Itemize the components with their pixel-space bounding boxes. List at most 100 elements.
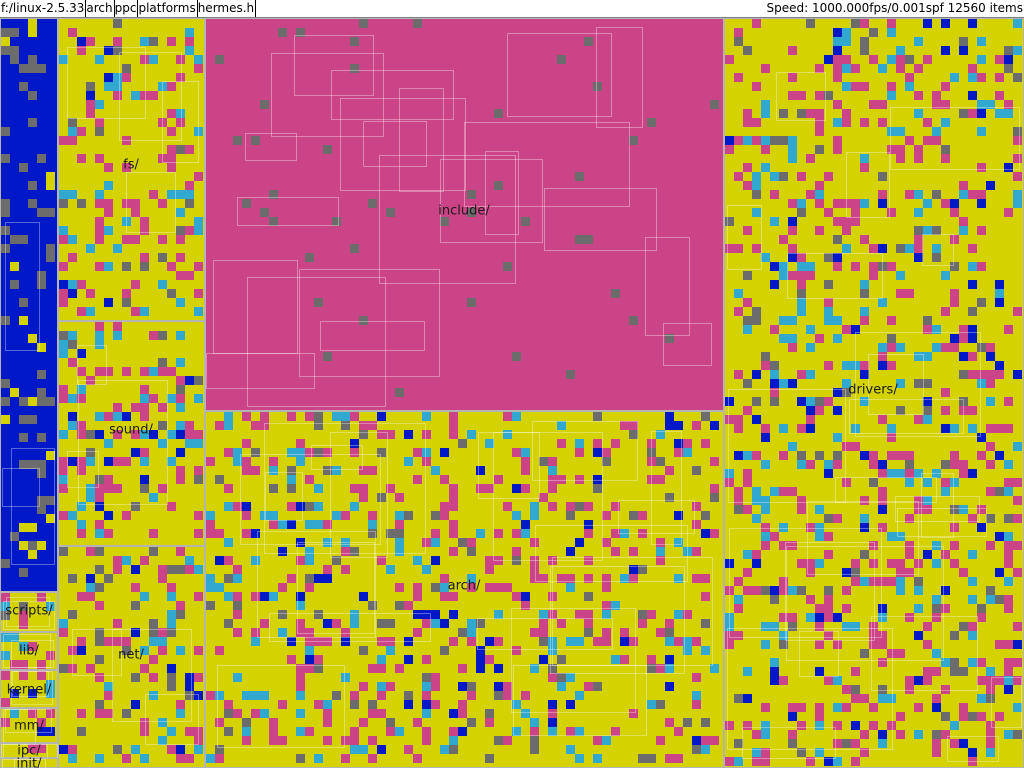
file-cell[interactable]	[842, 442, 851, 451]
file-cell[interactable]	[10, 55, 19, 64]
file-cell[interactable]	[932, 649, 941, 658]
subdirectory-block[interactable]	[297, 542, 375, 634]
subdirectory-block[interactable]	[835, 477, 937, 503]
directory-ipc[interactable]: ipc/	[0, 743, 58, 768]
file-cell[interactable]	[860, 370, 869, 379]
file-cell[interactable]	[86, 592, 95, 601]
file-cell[interactable]	[77, 385, 86, 394]
subdirectory-block[interactable]	[11, 671, 53, 705]
file-cell[interactable]	[860, 577, 869, 586]
file-cell[interactable]	[278, 736, 287, 745]
breadcrumb-file[interactable]: hermes.h	[197, 0, 257, 17]
file-cell[interactable]	[692, 466, 701, 475]
file-cell[interactable]	[467, 298, 476, 307]
file-cell[interactable]	[395, 520, 404, 529]
file-cell[interactable]	[323, 352, 332, 361]
file-cell[interactable]	[824, 298, 833, 307]
file-cell[interactable]	[548, 484, 557, 493]
file-cell[interactable]	[824, 631, 833, 640]
file-cell[interactable]	[59, 298, 68, 307]
file-cell[interactable]	[986, 343, 995, 352]
file-cell[interactable]	[815, 109, 824, 118]
file-cell[interactable]	[377, 745, 386, 754]
file-cell[interactable]	[494, 664, 503, 673]
file-cell[interactable]	[815, 748, 824, 757]
file-cell[interactable]	[896, 406, 905, 415]
file-cell[interactable]	[770, 280, 779, 289]
file-cell[interactable]	[869, 28, 878, 37]
file-cell[interactable]	[842, 622, 851, 631]
file-cell[interactable]	[887, 145, 896, 154]
file-cell[interactable]	[923, 226, 932, 235]
file-cell[interactable]	[887, 127, 896, 136]
file-cell[interactable]	[386, 682, 395, 691]
file-cell[interactable]	[260, 100, 269, 109]
file-cell[interactable]	[176, 700, 185, 709]
file-cell[interactable]	[485, 484, 494, 493]
file-cell[interactable]	[806, 343, 815, 352]
file-cell[interactable]	[404, 601, 413, 610]
file-cell[interactable]	[797, 289, 806, 298]
file-cell[interactable]	[752, 559, 761, 568]
file-cell[interactable]	[878, 604, 887, 613]
file-cell[interactable]	[761, 64, 770, 73]
file-cell[interactable]	[131, 628, 140, 637]
file-cell[interactable]	[467, 619, 476, 628]
file-cell[interactable]	[557, 682, 566, 691]
file-cell[interactable]	[923, 622, 932, 631]
file-cell[interactable]	[314, 421, 323, 430]
file-cell[interactable]	[878, 262, 887, 271]
file-cell[interactable]	[977, 433, 986, 442]
file-cell[interactable]	[923, 496, 932, 505]
file-cell[interactable]	[914, 604, 923, 613]
file-cell[interactable]	[887, 28, 896, 37]
file-cell[interactable]	[1013, 46, 1022, 55]
file-cell[interactable]	[512, 592, 521, 601]
file-cell[interactable]	[815, 622, 824, 631]
file-cell[interactable]	[878, 658, 887, 667]
file-cell[interactable]	[185, 376, 194, 385]
file-cell[interactable]	[932, 559, 941, 568]
file-cell[interactable]	[19, 602, 28, 611]
file-cell[interactable]	[140, 457, 149, 466]
file-cell[interactable]	[206, 529, 215, 538]
file-cell[interactable]	[779, 109, 788, 118]
file-cell[interactable]	[68, 235, 77, 244]
file-cell[interactable]	[167, 727, 176, 736]
file-cell[interactable]	[149, 673, 158, 682]
file-cell[interactable]	[941, 460, 950, 469]
file-cell[interactable]	[377, 637, 386, 646]
file-cell[interactable]	[104, 298, 113, 307]
file-cell[interactable]	[194, 736, 203, 745]
file-cell[interactable]	[368, 754, 377, 763]
file-cell[interactable]	[824, 532, 833, 541]
file-cell[interactable]	[194, 511, 203, 520]
file-cell[interactable]	[1, 127, 10, 136]
file-cell[interactable]	[158, 118, 167, 127]
file-cell[interactable]	[725, 631, 734, 640]
file-cell[interactable]	[113, 73, 122, 82]
file-cell[interactable]	[278, 583, 287, 592]
file-cell[interactable]	[788, 730, 797, 739]
file-cell[interactable]	[368, 664, 377, 673]
file-cell[interactable]	[566, 700, 575, 709]
file-cell[interactable]	[77, 529, 86, 538]
file-cell[interactable]	[932, 703, 941, 712]
file-cell[interactable]	[104, 574, 113, 583]
file-cell[interactable]	[851, 721, 860, 730]
file-cell[interactable]	[647, 664, 656, 673]
file-cell[interactable]	[701, 574, 710, 583]
file-cell[interactable]	[1004, 514, 1013, 523]
file-cell[interactable]	[710, 421, 719, 430]
file-cell[interactable]	[1004, 676, 1013, 685]
file-cell[interactable]	[350, 439, 359, 448]
file-cell[interactable]	[194, 307, 203, 316]
file-cell[interactable]	[968, 352, 977, 361]
file-cell[interactable]	[215, 646, 224, 655]
file-cell[interactable]	[368, 466, 377, 475]
file-cell[interactable]	[167, 745, 176, 754]
file-cell[interactable]	[860, 649, 869, 658]
file-cell[interactable]	[1013, 172, 1022, 181]
file-cell[interactable]	[194, 565, 203, 574]
file-cell[interactable]	[512, 529, 521, 538]
